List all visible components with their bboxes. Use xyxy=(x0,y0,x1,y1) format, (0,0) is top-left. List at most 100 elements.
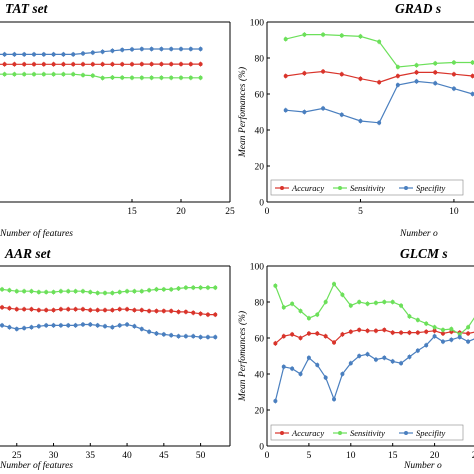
data-point xyxy=(149,75,154,80)
data-point xyxy=(88,308,93,313)
data-point xyxy=(36,324,41,329)
data-point xyxy=(88,290,93,295)
series-accuracy xyxy=(273,327,474,346)
data-point xyxy=(125,307,130,312)
y-axis-label: Mean Perfomances (%) xyxy=(237,67,248,158)
data-point xyxy=(66,323,71,328)
data-point xyxy=(183,334,188,339)
data-point xyxy=(80,289,85,294)
data-point xyxy=(414,63,419,68)
y-tick-label: 80 xyxy=(255,299,265,309)
data-point xyxy=(213,285,218,290)
data-point xyxy=(71,52,76,57)
data-point xyxy=(81,62,85,67)
data-point xyxy=(22,72,27,77)
data-point xyxy=(273,341,278,346)
series-sensitivity xyxy=(283,32,474,70)
data-point xyxy=(0,323,5,328)
data-point xyxy=(302,110,307,114)
chart-title: TAT set xyxy=(5,1,49,16)
series-accuracy xyxy=(0,61,203,67)
y-tick-label: 60 xyxy=(255,335,265,345)
data-point xyxy=(139,289,144,294)
data-point xyxy=(51,52,56,57)
x-axis-label: Number of features xyxy=(0,460,73,471)
data-point xyxy=(176,286,181,291)
x-axis-label: Number of features xyxy=(0,228,73,239)
data-point xyxy=(0,287,5,292)
data-point xyxy=(470,60,474,65)
data-point xyxy=(73,307,78,312)
data-point xyxy=(191,310,196,315)
legend-swatch-marker xyxy=(280,431,284,435)
data-point xyxy=(161,287,166,292)
data-point xyxy=(440,331,445,336)
data-point xyxy=(198,311,203,316)
x-tick-label: 10 xyxy=(449,207,459,217)
data-point xyxy=(415,318,420,322)
data-point xyxy=(2,62,7,67)
data-point xyxy=(73,323,78,328)
data-point xyxy=(451,60,456,65)
data-point xyxy=(433,70,438,75)
data-point xyxy=(14,307,19,312)
data-point xyxy=(198,335,203,340)
data-point xyxy=(51,72,56,77)
data-point xyxy=(188,62,193,67)
data-point xyxy=(198,62,203,67)
data-point xyxy=(358,119,363,123)
x-tick-label: 5 xyxy=(307,451,312,461)
x-tick-label: 20 xyxy=(430,451,440,461)
data-point xyxy=(321,106,326,111)
data-point xyxy=(139,327,144,331)
y-tick-label: 20 xyxy=(255,407,265,417)
data-point xyxy=(283,37,288,42)
data-point xyxy=(100,75,105,80)
series-accuracy xyxy=(283,69,474,85)
data-point xyxy=(169,47,174,51)
data-point xyxy=(470,92,474,96)
data-point xyxy=(110,62,115,67)
data-point xyxy=(120,62,125,67)
data-point xyxy=(90,62,95,67)
data-point xyxy=(179,75,183,80)
data-point xyxy=(103,308,107,313)
data-point xyxy=(51,308,56,313)
x-tick-label: 50 xyxy=(196,451,206,461)
data-point xyxy=(348,329,353,334)
data-point xyxy=(7,306,12,311)
data-point xyxy=(306,331,311,336)
data-point xyxy=(382,300,387,304)
data-point xyxy=(132,308,137,313)
data-point xyxy=(399,303,404,308)
data-point xyxy=(41,72,46,77)
data-point xyxy=(365,328,370,333)
data-point xyxy=(22,307,27,312)
data-point xyxy=(377,39,382,44)
legend-swatch-marker xyxy=(404,431,408,435)
data-point xyxy=(103,324,107,329)
y-tick-label: 100 xyxy=(250,263,265,273)
data-point xyxy=(415,348,420,353)
data-point xyxy=(2,52,7,57)
data-point xyxy=(395,65,400,69)
series-specificity xyxy=(273,333,474,404)
x-tick-label: 40 xyxy=(122,451,132,461)
data-point xyxy=(213,335,218,340)
data-point xyxy=(281,305,286,310)
data-point xyxy=(110,291,115,295)
legend-box xyxy=(270,424,464,441)
x-tick-label: 25 xyxy=(225,207,235,217)
data-point xyxy=(373,357,378,362)
data-point xyxy=(183,309,188,314)
data-point xyxy=(58,323,63,328)
data-point xyxy=(213,312,218,317)
data-point xyxy=(424,343,429,348)
data-point xyxy=(32,72,36,77)
data-point xyxy=(132,289,137,294)
legend-label-specificity: Specifity xyxy=(416,183,445,193)
x-axis-label: Number o xyxy=(403,461,442,471)
data-point xyxy=(71,72,76,77)
data-point xyxy=(205,285,210,290)
data-point xyxy=(407,314,412,319)
